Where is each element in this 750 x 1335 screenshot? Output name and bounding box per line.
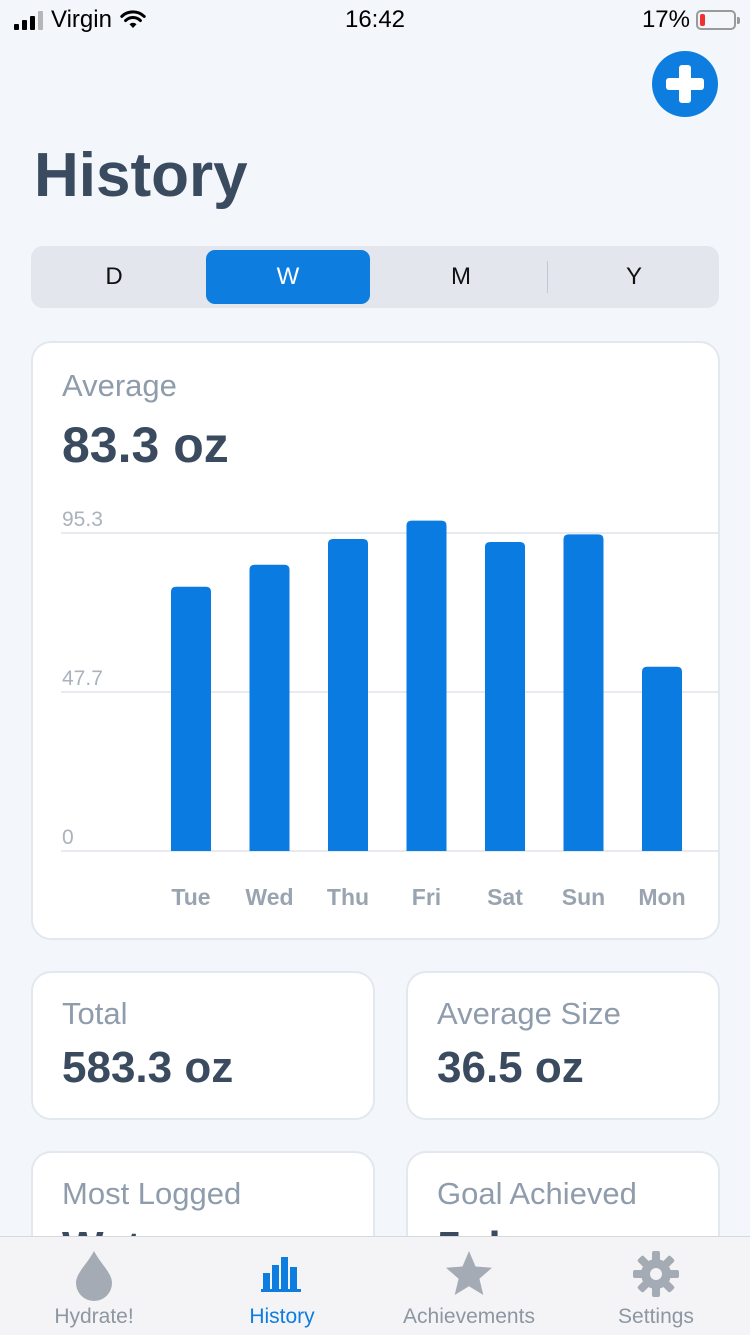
status-right: 17% bbox=[641, 6, 740, 34]
segment-week[interactable]: W bbox=[206, 250, 370, 304]
average-size-card: Average Size 36.5 oz bbox=[406, 971, 720, 1120]
tab-hydrate-label: Hydrate! bbox=[54, 1305, 134, 1328]
segment-month[interactable]: M bbox=[451, 263, 471, 290]
goal-achieved-label: Goal Achieved bbox=[437, 1176, 637, 1211]
tab-achievements-label: Achievements bbox=[403, 1305, 535, 1328]
drop-icon bbox=[76, 1251, 112, 1301]
bar-sun[interactable] bbox=[563, 534, 604, 851]
wifi-icon bbox=[120, 10, 146, 28]
bar-sat[interactable] bbox=[485, 542, 525, 851]
x-tick-label: Sat bbox=[487, 884, 523, 910]
page-title: History bbox=[34, 141, 248, 210]
add-drink-button[interactable] bbox=[652, 51, 718, 117]
average-chart-card: Average 83.3 oz 95.3 47.7 0 Tue Wed Thu Fri Sat… bbox=[31, 341, 720, 940]
bar-fri[interactable] bbox=[406, 520, 447, 851]
battery-icon bbox=[696, 10, 740, 30]
tab-bar: Hydrate! History Achievements bbox=[0, 1236, 750, 1335]
segment-day[interactable]: D bbox=[105, 263, 123, 290]
status-bar: Virgin 16:42 17% bbox=[0, 0, 750, 40]
tab-achievements[interactable]: Achievements bbox=[376, 1237, 562, 1335]
bar-wed[interactable] bbox=[249, 564, 290, 851]
average-value: 83.3 oz bbox=[62, 417, 229, 473]
carrier-name: Virgin bbox=[51, 6, 112, 33]
y-tick-label: 95.3 bbox=[62, 508, 103, 531]
x-tick-label: Wed bbox=[245, 884, 293, 910]
tab-hydrate[interactable]: Hydrate! bbox=[0, 1237, 188, 1335]
x-tick-label: Mon bbox=[638, 884, 685, 910]
plus-icon bbox=[666, 65, 704, 103]
tab-history-label: History bbox=[249, 1305, 315, 1328]
status-time: 16:42 bbox=[344, 6, 406, 33]
bar-chart-icon bbox=[261, 1257, 301, 1292]
x-tick-label: Thu bbox=[327, 884, 369, 910]
average-size-label: Average Size bbox=[437, 996, 621, 1031]
tab-settings-label: Settings bbox=[618, 1305, 694, 1328]
x-tick-label: Sun bbox=[562, 884, 605, 910]
period-segmented-control: D W M Y bbox=[31, 246, 719, 308]
total-value: 583.3 oz bbox=[62, 1043, 234, 1092]
weekly-bar-chart: 95.3 47.7 0 Tue Wed Thu Fri Sat Sun Mon bbox=[61, 508, 718, 910]
total-label: Total bbox=[62, 996, 128, 1031]
average-label: Average bbox=[62, 368, 177, 403]
segment-divider bbox=[547, 261, 548, 293]
tab-settings[interactable]: Settings bbox=[562, 1237, 750, 1335]
y-tick-label: 0 bbox=[62, 826, 74, 849]
bar-thu[interactable] bbox=[328, 539, 368, 851]
battery-percent: 17% bbox=[641, 6, 690, 33]
segment-year[interactable]: Y bbox=[625, 263, 642, 290]
status-left: Virgin bbox=[14, 6, 146, 34]
total-card: Total 583.3 oz bbox=[31, 971, 375, 1120]
signal-icon bbox=[14, 10, 43, 30]
star-icon bbox=[446, 1251, 492, 1295]
bar-tue[interactable] bbox=[171, 586, 211, 851]
bar-mon[interactable] bbox=[642, 666, 682, 851]
x-tick-label: Fri bbox=[412, 884, 441, 910]
most-logged-label: Most Logged bbox=[62, 1176, 242, 1211]
gear-icon bbox=[633, 1251, 679, 1297]
average-size-value: 36.5 oz bbox=[437, 1043, 584, 1092]
y-tick-label: 47.7 bbox=[62, 667, 103, 690]
tab-history[interactable]: History bbox=[188, 1237, 376, 1335]
x-tick-label: Tue bbox=[171, 884, 210, 910]
